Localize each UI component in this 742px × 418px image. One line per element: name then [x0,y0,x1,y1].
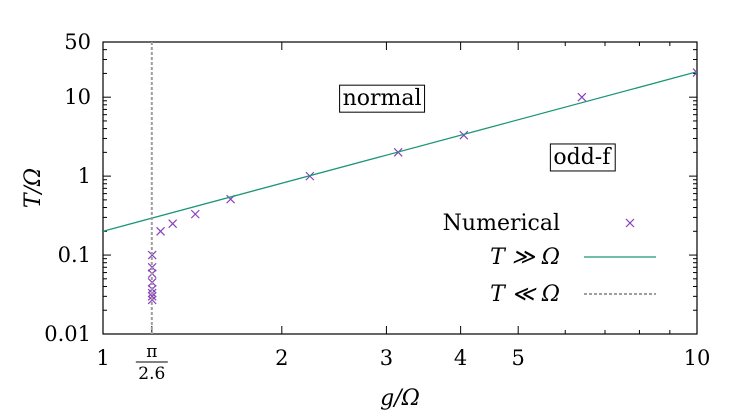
region-label-odd-f: odd-f [549,143,616,172]
special-tick-numerator: π [146,342,157,362]
y-tick-label: 50 [64,30,91,54]
legend-entry: T ≪ Ω [490,282,656,307]
region-label-normal: normal [339,84,426,113]
y-tick-labels: 0.01 0.1 1 10 50 [44,30,91,346]
data-point [577,92,587,102]
x-tick-labels: 1 2 3 4 5 10 [96,346,710,370]
y-tick-label: 1 [78,164,91,188]
svg-text:odd-f: odd-f [553,145,612,170]
series-line [103,71,697,232]
y-axis-title: T/Ω [21,168,46,208]
data-point [147,250,157,260]
data-point [147,291,157,301]
region-label-box [339,84,426,113]
data-point [692,68,697,77]
legend: Numerical T ≫ Ω T ≪ Ω [443,211,656,307]
tick-marks [102,41,698,335]
series-layer [103,42,697,334]
x-tick-label: 5 [512,346,525,370]
region-label-box [549,143,616,172]
x-tick-label: 3 [380,346,393,370]
data-point [168,219,178,229]
svg-text:normal: normal [343,86,422,111]
x-tick-label: 2 [275,346,288,370]
x-tick-label: 10 [684,346,711,370]
y-tick-label: 0.01 [44,322,91,346]
y-tick-label: 10 [64,85,91,109]
legend-entry: Numerical [443,211,635,236]
legend-marker [625,218,635,228]
special-x-tick: π2.6 [135,326,168,384]
data-point [459,130,469,140]
data-point [190,209,200,219]
axis-titles: g/Ω T/Ω [21,168,420,411]
legend-entry: T ≫ Ω [490,245,656,270]
x-tick-label: 4 [454,346,467,370]
data-point [156,226,165,236]
y-tick-label: 0.1 [58,243,91,267]
special-tick-denominator: 2.6 [138,364,165,384]
x-tick-label: 1 [96,346,109,370]
legend-label: T ≫ Ω [490,245,560,270]
x-axis-title: g/Ω [380,386,420,411]
region-annotations: normal odd-f [339,84,616,172]
legend-label: Numerical [443,211,560,236]
legend-label: T ≪ Ω [490,282,560,307]
